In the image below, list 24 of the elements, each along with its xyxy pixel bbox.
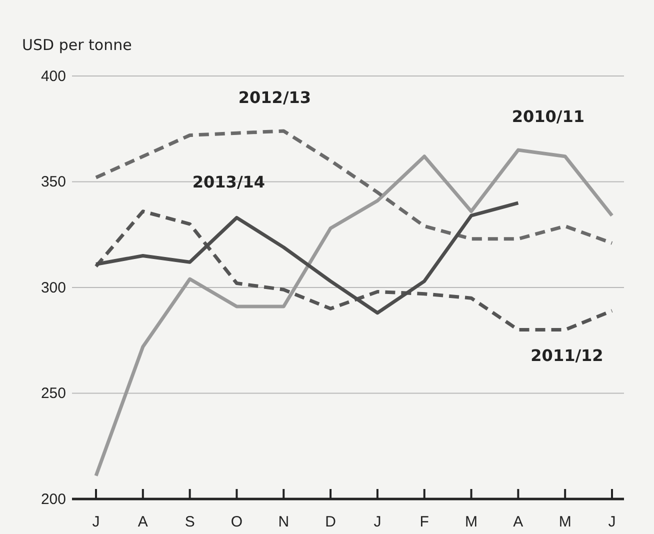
x-tick-label: A xyxy=(138,514,148,530)
x-tick-label: F xyxy=(420,514,429,530)
x-tick-label: J xyxy=(374,514,382,530)
y-tick-label: 250 xyxy=(40,385,66,402)
y-axis-title: USD per tonne xyxy=(22,36,132,54)
series-label: 2011/12 xyxy=(530,346,604,365)
x-tick-label: M xyxy=(465,514,478,530)
line-series xyxy=(94,148,614,478)
x-tick-label: S xyxy=(184,514,195,530)
series-label: 2010/11 xyxy=(512,107,584,126)
y-tick-label: 200 xyxy=(40,490,66,508)
x-tick-label: N xyxy=(278,514,290,530)
x-tick-label: D xyxy=(325,514,336,530)
x-tick-label: O xyxy=(230,514,243,530)
x-tick-label: J xyxy=(608,514,616,530)
text: 2013/14 xyxy=(192,172,266,192)
line-series xyxy=(94,129,614,245)
y-tick-label: 300 xyxy=(40,279,66,296)
x-tick-label: J xyxy=(92,514,100,530)
series-label: 2012/13 xyxy=(238,88,312,108)
x-tick-label: M xyxy=(558,514,572,530)
x-tick-label: A xyxy=(513,514,524,530)
y-tick-label: 400 xyxy=(40,68,66,85)
y-tick-label: 350 xyxy=(40,174,66,191)
